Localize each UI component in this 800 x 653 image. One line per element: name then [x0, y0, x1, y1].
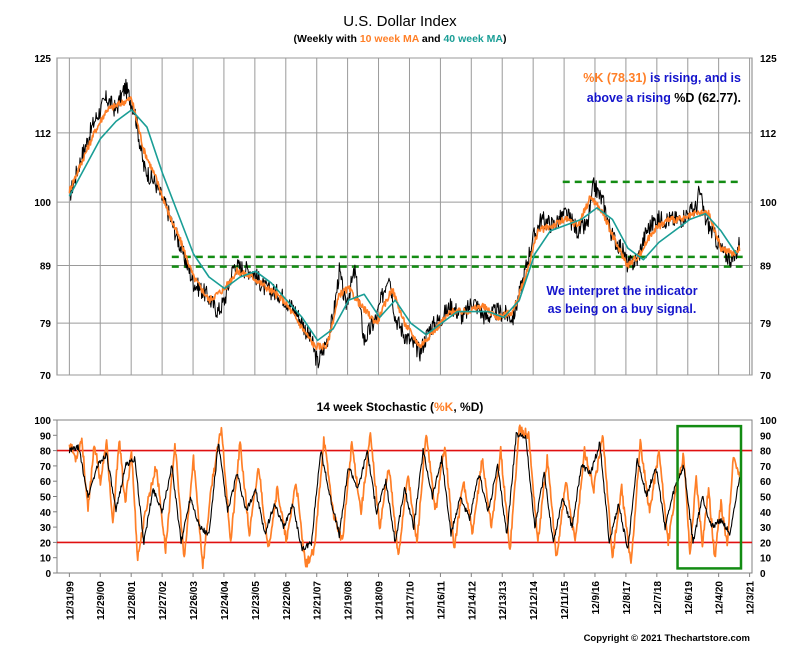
- stoch-y-tick-left: 0: [45, 569, 51, 580]
- price-y-axis-right: 70 79 89 100 112 125: [760, 54, 777, 382]
- x-tick-label: 12/8/17: [622, 581, 633, 615]
- price-y-tick-right: 100: [760, 198, 777, 209]
- stoch-y-tick-right: 70: [760, 462, 772, 473]
- stoch-y-tick-right: 30: [760, 523, 772, 534]
- price-y-tick-right: 112: [760, 129, 777, 140]
- stoch-y-tick-right: 0: [760, 569, 766, 580]
- stoch-title-comma: ,: [453, 400, 460, 414]
- x-tick-label: 12/3/21: [746, 581, 757, 615]
- annotation-d-prefix: above a rising: [587, 91, 675, 105]
- x-tick-label: 12/29/00: [96, 581, 107, 620]
- x-tick-label: 12/9/16: [591, 581, 602, 615]
- stochastic-highlight-box: [676, 424, 743, 570]
- annotation-k-line: %K (78.31) is rising, and is: [583, 71, 741, 85]
- stoch-y-tick-left: 30: [40, 523, 52, 534]
- stochastic-y-axis-left: 0 10 20 30 40 50 60 70 80 90 100: [34, 416, 57, 580]
- annotation-buy-line1: We interpret the indicator: [546, 284, 697, 298]
- subtitle-ma40: 40 week MA: [443, 33, 503, 45]
- x-tick-label: 12/27/02: [158, 581, 169, 620]
- price-y-tick-right: 125: [760, 54, 777, 65]
- stoch-y-tick-left: 80: [40, 447, 52, 458]
- stoch-y-tick-right: 50: [760, 493, 772, 504]
- main-chart-title: U.S. Dollar Index: [343, 13, 457, 30]
- price-y-tick-right: 89: [760, 261, 772, 272]
- stochastic-threshold-lines: [57, 449, 752, 544]
- stochastic-title: 14 week Stochastic (%K, %D): [317, 400, 484, 414]
- x-tick-label: 12/26/03: [189, 581, 200, 620]
- annotation-d-label: %D (62.77).: [674, 91, 741, 105]
- annotation-k-rest: is rising, and is: [647, 71, 742, 85]
- stoch-y-tick-right: 100: [760, 416, 777, 427]
- price-y-axis-left: 70 79 89 100 112 125: [34, 54, 51, 382]
- price-series: [68, 78, 741, 369]
- x-tick-label: 12/16/11: [436, 581, 447, 620]
- price-y-tick-right: 79: [760, 319, 772, 330]
- x-tick-label: 12/24/04: [220, 581, 231, 620]
- stoch-y-tick-left: 40: [40, 508, 52, 519]
- stoch-y-tick-left: 20: [40, 538, 52, 549]
- annotation-d-line: above a rising %D (62.77).: [587, 91, 741, 105]
- stochastic-series: [68, 424, 741, 570]
- x-tick-label: 12/23/05: [251, 581, 262, 620]
- stoch-y-tick-left: 60: [40, 477, 52, 488]
- price-y-tick-right: 70: [760, 371, 772, 382]
- main-chart-subtitle: (Weekly with 10 week MA and 40 week MA): [293, 33, 506, 45]
- price-y-tick-left: 70: [40, 371, 52, 382]
- stoch-title-prefix: 14 week Stochastic (: [317, 400, 434, 414]
- stoch-y-tick-right: 60: [760, 477, 772, 488]
- price-y-tick-left: 89: [40, 261, 52, 272]
- stoch-y-tick-right: 40: [760, 508, 772, 519]
- stoch-y-tick-left: 90: [40, 431, 52, 442]
- stoch-title-k: %K: [434, 400, 454, 414]
- x-tick-label: 12/21/07: [313, 581, 324, 620]
- price-plot-area: [56, 57, 753, 376]
- stoch-series-line: [68, 424, 741, 570]
- stoch-highlight-rect: [676, 424, 743, 570]
- stoch-title-suffix: ): [479, 400, 483, 414]
- stochastic-y-axis-right: 0 10 20 30 40 50 60 70 80 90 100: [760, 416, 777, 580]
- stoch-y-tick-right: 90: [760, 431, 772, 442]
- subtitle-suffix: ): [503, 33, 507, 45]
- price-y-tick-left: 100: [34, 198, 51, 209]
- stoch-title-d: %D: [460, 400, 480, 414]
- annotation-k-label: %K (78.31): [583, 71, 646, 85]
- annotation-buy-line2: as being on a buy signal.: [548, 302, 697, 316]
- price-y-tick-left: 125: [34, 54, 51, 65]
- subtitle-middle: and: [419, 33, 444, 45]
- x-tick-label: 12/28/01: [127, 581, 138, 620]
- price-series-line: [68, 109, 738, 342]
- stoch-y-tick-left: 100: [34, 416, 51, 427]
- date-x-axis: 12/31/99 12/29/00 12/28/01 12/27/02 12/26/03…: [65, 573, 757, 620]
- copyright-footer: Copyright © 2021 Thechartstore.com: [584, 633, 750, 644]
- x-tick-label: 12/13/13: [498, 581, 509, 620]
- stoch-y-tick-left: 70: [40, 462, 52, 473]
- x-tick-label: 12/11/15: [560, 581, 571, 620]
- stoch-series-line: [68, 431, 741, 552]
- x-tick-label: 12/12/14: [529, 581, 540, 620]
- x-tick-label: 12/7/18: [653, 581, 664, 615]
- price-series-line: [68, 96, 741, 351]
- stoch-y-tick-right: 80: [760, 447, 772, 458]
- stoch-y-tick-right: 10: [760, 554, 772, 565]
- x-tick-label: 12/6/19: [684, 581, 695, 615]
- x-tick-label: 12/17/10: [405, 581, 416, 620]
- x-tick-label: 12/14/12: [467, 581, 478, 620]
- x-tick-label: 12/4/20: [715, 581, 726, 615]
- x-tick-label: 12/18/09: [375, 581, 386, 620]
- price-y-tick-left: 112: [35, 129, 52, 140]
- stoch-y-tick-left: 50: [40, 493, 52, 504]
- subtitle-ma10: 10 week MA: [360, 33, 420, 45]
- x-tick-label: 12/22/06: [282, 581, 293, 620]
- x-tick-label: 12/31/99: [65, 581, 76, 620]
- price-grid: [57, 57, 752, 376]
- stoch-y-tick-left: 10: [40, 554, 52, 565]
- price-y-tick-left: 79: [40, 319, 52, 330]
- x-tick-label: 12/19/08: [344, 581, 355, 620]
- stoch-y-tick-right: 20: [760, 538, 772, 549]
- subtitle-prefix: (Weekly with: [293, 33, 359, 45]
